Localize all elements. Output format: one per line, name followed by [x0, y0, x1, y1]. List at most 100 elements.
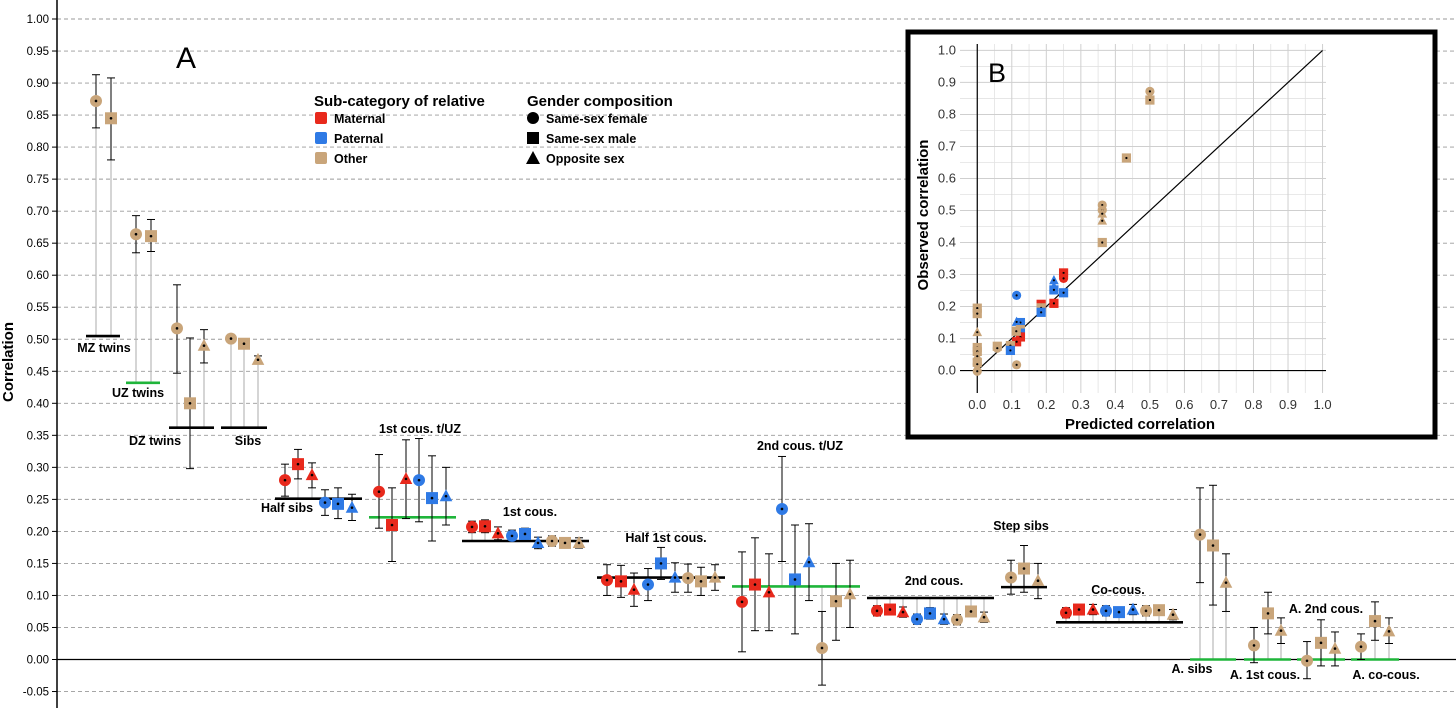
legend-same-sex-female-label: Same-sex female	[546, 112, 648, 126]
group-half-sibs: Half sibs	[261, 448, 362, 522]
group-a-co-cous: A. co-cous.	[1351, 601, 1420, 682]
panel-b-point-center	[976, 370, 979, 373]
data-point-center	[483, 524, 487, 528]
group-2nd-cous-t-uz: 2nd cous. t/UZ	[732, 439, 860, 686]
panel-b-point-center	[1101, 212, 1104, 215]
panel-b-x-tick-label: 0.8	[1244, 397, 1262, 412]
legend-opposite-sex-label: Opposite sex	[546, 152, 625, 166]
data-point-center	[377, 490, 381, 493]
data-point-center	[496, 532, 500, 535]
group-co-cous: Co-cous.	[1056, 583, 1183, 624]
data-point-center	[955, 618, 959, 622]
group-a-2nd-cous: A. 2nd cous.	[1289, 602, 1363, 680]
data-point-center	[563, 541, 567, 545]
group-a-1st-cous: A. 1st cous.	[1230, 591, 1300, 682]
panel-b-point-center	[1101, 203, 1104, 207]
legend-paternal-swatch	[315, 132, 327, 144]
data-point-center	[94, 99, 98, 103]
panel-b-point-center	[1062, 277, 1065, 280]
data-point-center	[1022, 567, 1026, 570]
panel-b-point-center	[1052, 288, 1056, 292]
data-point-center	[1198, 533, 1202, 536]
panel-b-y-tick-label: 0.4	[938, 235, 956, 250]
panel-a-y-tick-label: 0.85	[27, 110, 49, 122]
data-point-center	[1117, 610, 1121, 614]
data-point-center	[1131, 608, 1135, 611]
panel-b-point-center	[1015, 320, 1018, 324]
data-point-center	[149, 234, 153, 238]
panel-a-y-tick-label: 0.50	[27, 334, 49, 346]
panel-b-point-center	[996, 347, 999, 350]
data-point-center	[1009, 576, 1013, 579]
data-point-center	[283, 478, 287, 482]
data-point-center	[713, 576, 717, 579]
group-step-sibs: Step sibs	[993, 519, 1049, 600]
data-point-center	[350, 506, 354, 510]
data-point-center	[536, 541, 540, 545]
legend-triangle-icon	[526, 151, 540, 164]
legend-other-swatch	[315, 152, 327, 164]
data-point-center	[229, 337, 233, 340]
data-point-center	[969, 610, 973, 613]
data-point-center	[1144, 609, 1148, 613]
data-point-center	[834, 599, 838, 603]
data-point-center	[523, 532, 527, 536]
data-point-center	[1077, 608, 1081, 611]
data-point-center	[417, 478, 421, 482]
group-sibs: Sibs	[221, 332, 267, 448]
data-point-center	[1373, 619, 1377, 623]
panel-b-point-center	[976, 355, 979, 358]
panel-a-groups: MZ twins UZ twins DZ twins Sibs Half sibs 1st…	[77, 74, 1420, 686]
group-label: Step sibs	[993, 519, 1049, 533]
panel-b-label: B	[988, 58, 1006, 88]
panel-a-y-tick-label: 0.80	[27, 142, 49, 154]
data-point-center	[1104, 609, 1108, 613]
panel-b-x-tick-label: 0.2	[1037, 397, 1055, 412]
data-point-center	[1387, 630, 1391, 633]
data-point-center	[390, 523, 394, 527]
data-point-center	[928, 612, 932, 615]
panel-b-y-axis-label: Observed correlation	[915, 140, 932, 291]
panel-a-y-ticks: -0.05 0.00 0.05 0.10 0.15 0.20 0.25 0.30 0.35 0.4…	[23, 14, 57, 699]
legend-circle-icon	[527, 112, 539, 124]
legend: Sub-category of relative Maternal Patern…	[314, 93, 673, 166]
data-point-center	[1252, 644, 1256, 647]
panel-b-point-center	[1015, 294, 1018, 297]
panel-b-y-tick-label: 0.7	[938, 138, 956, 153]
panel-a-y-tick-label: 0.60	[27, 270, 49, 282]
panel-b-y-tick-label: 0.8	[938, 106, 956, 121]
legend-square-icon	[527, 132, 539, 144]
data-point-center	[659, 562, 663, 565]
legend-maternal-swatch	[315, 112, 327, 124]
data-point-center	[1064, 611, 1068, 615]
data-point-center	[1171, 613, 1175, 616]
data-point-center	[605, 578, 609, 582]
panel-b-y-tick-label: 0.2	[938, 299, 956, 314]
panel-a-y-tick-label: 0.20	[27, 526, 49, 538]
panel-b-point-center	[1062, 291, 1065, 294]
group-label: Half 1st cous.	[625, 531, 706, 545]
panel-a-y-tick-label: 0.25	[27, 494, 49, 506]
data-point-center	[310, 473, 314, 477]
panel-b-y-tick-label: 0.5	[938, 202, 956, 217]
data-point-center	[1224, 581, 1228, 584]
group-half-1st-cous: Half 1st cous.	[597, 531, 725, 607]
group-label: Half sibs	[261, 501, 313, 515]
data-point-center	[550, 539, 554, 543]
data-point-center	[296, 462, 300, 466]
data-point-center	[807, 560, 811, 564]
panel-b-identity-line	[976, 49, 1323, 372]
group-label: MZ twins	[77, 341, 131, 355]
group-label: 1st cous.	[503, 505, 557, 519]
data-point-center	[256, 358, 260, 362]
data-point-center	[699, 580, 703, 583]
panel-a-y-tick-label: 0.65	[27, 238, 49, 250]
panel-b-point-center	[1101, 219, 1104, 222]
panel-b-point-center	[1052, 279, 1056, 282]
data-point-center	[875, 609, 879, 613]
panel-b-point-center	[976, 307, 979, 310]
panel-a-y-tick-label: 0.90	[27, 78, 49, 90]
panel-a-y-tick-label: 0.75	[27, 174, 49, 186]
panel-a-y-tick-label: 0.30	[27, 462, 49, 474]
